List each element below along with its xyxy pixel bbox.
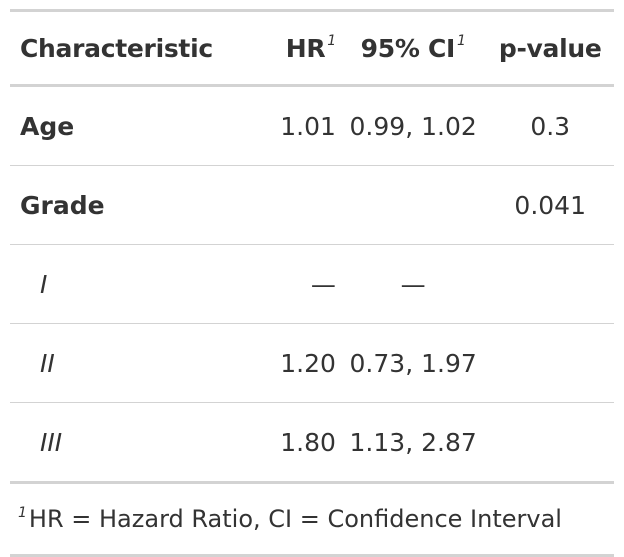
header-row: Characteristic HR 1 95% CI 1 p-value [10, 10, 614, 87]
row-label: Grade [10, 165, 262, 245]
row-hr: 1.20 [261, 323, 340, 403]
row-hr: — [261, 244, 340, 324]
row-ci: — [339, 244, 487, 324]
row-pvalue: 0.3 [530, 111, 571, 141]
row-label: Age [20, 111, 75, 141]
row-hr [261, 165, 340, 245]
table-footer: 1HR = Hazard Ratio, CI = Confidence Inte… [10, 481, 614, 556]
header-ci-label: 95% CI [360, 34, 456, 63]
row-label: II [10, 323, 262, 403]
header-hr: HR 1 [261, 10, 340, 87]
row-pvalue [486, 323, 614, 403]
table-body: Age 1.01 0.99, 1.02 0.3 Grade 0.041 I — … [10, 86, 614, 483]
footnote-mark: 1 [457, 33, 466, 49]
header-pvalue: p-value [486, 10, 614, 87]
table-row: I — — [10, 244, 614, 324]
footnote-text: HR = Hazard Ratio, CI = Confidence Inter… [28, 505, 562, 533]
row-ci: 0.99, 1.02 [349, 111, 477, 141]
row-ci: 0.73, 1.97 [339, 323, 487, 403]
table-row: III 1.80 1.13, 2.87 [10, 402, 614, 483]
footnote: 1HR = Hazard Ratio, CI = Confidence Inte… [10, 481, 614, 556]
row-label: III [10, 402, 262, 483]
footnote-mark: 1 [327, 33, 336, 49]
header-pvalue-label: p-value [498, 33, 602, 63]
table-row: Age 1.01 0.99, 1.02 0.3 [10, 86, 614, 166]
table-row: II 1.20 0.73, 1.97 [10, 323, 614, 403]
footnote-mark: 1 [18, 505, 27, 521]
row-pvalue [486, 402, 614, 483]
header-ci: 95% CI 1 [339, 10, 487, 87]
row-pvalue: 0.041 [486, 165, 614, 245]
header-characteristic: Characteristic [10, 10, 262, 87]
footnote-row: 1HR = Hazard Ratio, CI = Confidence Inte… [10, 481, 614, 556]
table-row: Grade 0.041 [10, 165, 614, 245]
row-hr: 1.01 [280, 111, 336, 141]
header-characteristic-label: Characteristic [20, 33, 213, 63]
row-label: I [10, 244, 262, 324]
table-header: Characteristic HR 1 95% CI 1 p-value [10, 10, 614, 87]
header-hr-label: HR [285, 34, 326, 63]
row-hr: 1.80 [261, 402, 340, 483]
row-ci: 1.13, 2.87 [339, 402, 487, 483]
regression-table: Characteristic HR 1 95% CI 1 p-value Age 1… [10, 9, 614, 557]
row-ci [339, 165, 487, 245]
row-pvalue [486, 244, 614, 324]
